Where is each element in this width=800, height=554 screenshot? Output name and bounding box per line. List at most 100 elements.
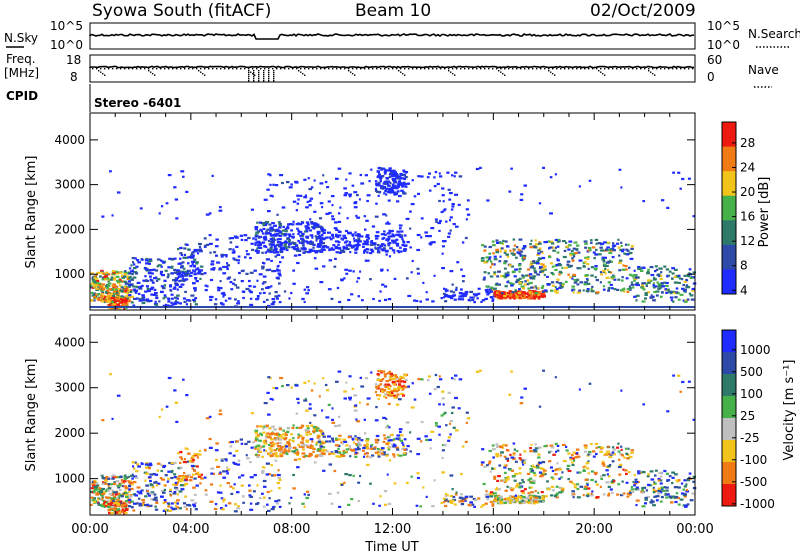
power-pixel: [403, 244, 407, 247]
power-pixel: [168, 257, 172, 260]
power-pixel: [162, 304, 166, 307]
nave-dot: [273, 72, 275, 74]
power-pixel: [231, 251, 236, 254]
power-pixel: [512, 238, 516, 241]
power-pixel: [659, 295, 663, 298]
velocity-pixel: [499, 445, 504, 449]
velocity-pixel: [451, 377, 454, 380]
power-pixel: [192, 298, 196, 301]
velocity-pixel: [188, 459, 192, 463]
power-pixel: [373, 242, 377, 245]
power-pixel: [413, 299, 416, 302]
power-pixel: [273, 269, 277, 273]
velocity-pixel: [530, 499, 533, 502]
velocity-pixel: [647, 473, 650, 476]
power-pixel: [262, 241, 266, 244]
power-pixel: [520, 193, 524, 196]
power-pixel: [120, 274, 124, 277]
power-pixel: [366, 238, 369, 241]
velocity-pixel: [523, 488, 527, 491]
velocity-pixel: [248, 489, 252, 492]
power-pixel: [499, 295, 503, 298]
velocity-pixel: [277, 499, 281, 502]
power-pixel: [501, 292, 504, 295]
velocity-pixel: [464, 440, 468, 443]
velocity-pixel: [657, 487, 661, 490]
velocity-pixel: [637, 470, 641, 473]
velocity-pixel: [227, 502, 232, 505]
power-pixel: [591, 285, 594, 288]
power-pixel: [134, 257, 137, 260]
power-pixel: [148, 258, 153, 261]
velocity-pixel: [573, 483, 577, 486]
power-pixel: [173, 268, 177, 271]
power-pixel: [579, 281, 584, 284]
velocity-pixel: [128, 484, 131, 487]
power-pixel: [385, 214, 388, 217]
power-pixel: [167, 174, 172, 177]
velocity-pixel: [358, 401, 361, 404]
velocity-pixel: [236, 491, 240, 494]
power-pixel: [94, 284, 98, 287]
velocity-pixel: [458, 378, 463, 381]
velocity-pixel: [692, 475, 696, 478]
power-pixel: [444, 290, 448, 293]
velocity-pixel: [582, 466, 586, 469]
power-pixel: [576, 283, 580, 286]
power-pixel: [235, 236, 239, 239]
power-pixel: [265, 269, 269, 272]
power-pixel: [178, 302, 182, 305]
power-pixel: [584, 242, 588, 245]
power-pixel: [255, 249, 258, 252]
power-pixel: [348, 193, 352, 196]
power-pixel: [296, 261, 300, 265]
velocity-pixel: [533, 500, 538, 503]
power-pixel: [626, 253, 630, 256]
velocity-pixel: [499, 454, 502, 457]
power-pixel: [609, 248, 614, 251]
velocity-pixel: [519, 496, 523, 499]
velocity-pixel: [105, 501, 109, 504]
power-pixel: [90, 284, 93, 287]
power-pixel: [520, 290, 523, 293]
nave-dot: [444, 68, 446, 70]
velocity-pixel: [172, 492, 177, 495]
velocity-pixel: [295, 452, 300, 455]
velocity-pixel: [523, 501, 526, 504]
power-pixel: [675, 291, 679, 294]
velocity-pixel: [510, 469, 514, 472]
nave-dot: [560, 68, 562, 70]
velocity-pixel: [271, 506, 274, 509]
nave-dot: [268, 68, 270, 70]
power-pixel: [556, 287, 559, 291]
power-pixel: [454, 288, 458, 291]
velocity-pixel: [644, 502, 647, 505]
velocity-pixel: [317, 427, 320, 430]
power-pixel: [647, 279, 651, 282]
velocity-pixel: [314, 455, 318, 458]
velocity-pixel: [527, 472, 531, 475]
velocity-pixel: [219, 484, 222, 487]
power-pixel: [148, 271, 152, 274]
power-pixel: [271, 222, 275, 225]
velocity-pixel: [636, 488, 640, 491]
velocity-pixel: [300, 434, 303, 437]
velocity-pixel: [542, 497, 545, 500]
velocity-pixel: [566, 464, 571, 467]
power-pixel: [219, 267, 222, 270]
power-pixel: [489, 275, 494, 278]
power-pixel: [446, 171, 450, 174]
power-pixel: [396, 230, 401, 233]
velocity-pixel: [266, 503, 269, 506]
power-pixel: [265, 220, 269, 224]
nave-dot: [592, 68, 594, 70]
velocity-pixel: [250, 446, 254, 449]
velocity-pixel: [609, 488, 613, 491]
power-pixel: [683, 288, 687, 291]
nave-dot: [576, 68, 578, 70]
power-pixel: [518, 281, 522, 284]
power-pixel: [578, 185, 581, 188]
velocity-pixel: [101, 492, 106, 496]
power-pixel: [196, 252, 200, 255]
